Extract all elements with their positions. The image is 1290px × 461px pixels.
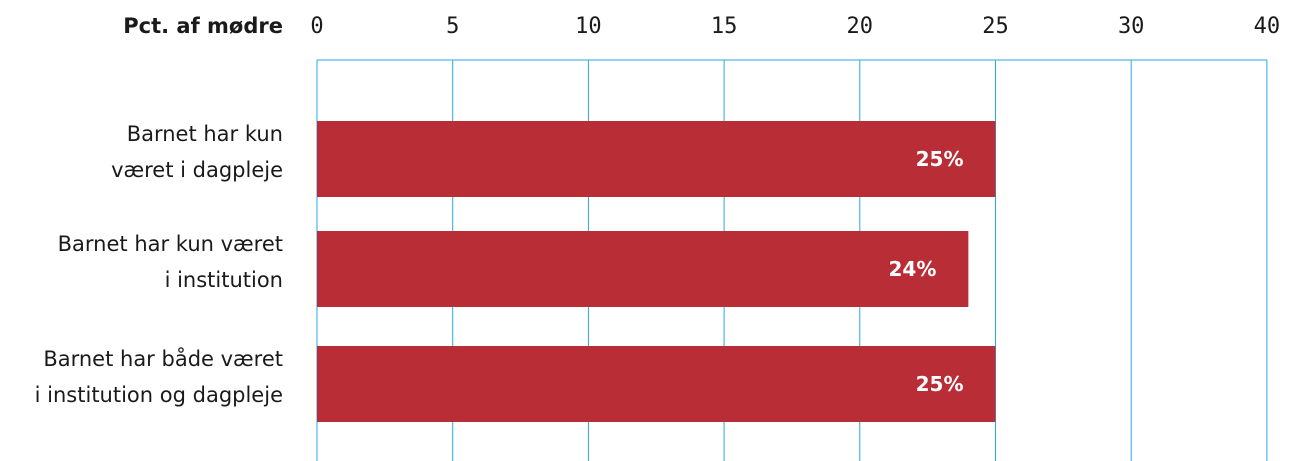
category-label: Barnet har både været i institution og da… [35,346,283,407]
category-label: Barnet har kun været i institution [58,232,283,292]
tick-labels: 0 5 10 15 20 25 30 40 [310,14,1280,39]
x-tick-label: 25 [982,14,1009,39]
axis-title: Pct. af mødre [123,14,283,38]
bar [317,346,996,422]
x-tick-label: 20 [847,14,874,39]
bars [317,121,996,422]
x-tick-label: 40 [1254,14,1281,39]
data-label: 25% [916,372,964,396]
category-labels: Barnet har kun været i dagpleje Barnet har… [35,122,283,407]
bar [317,231,969,307]
category-label: Barnet har kun været i dagpleje [111,122,283,182]
bar [317,121,996,197]
x-tick-label: 30 [1118,14,1145,39]
x-tick-label: 5 [446,14,459,39]
x-tick-label: 10 [575,14,602,39]
data-label: 24% [888,257,936,281]
x-tick-label: 15 [711,14,738,39]
data-labels: 25% 24% 25% [888,147,963,396]
data-label: 25% [916,147,964,171]
x-tick-label: 0 [310,14,323,39]
